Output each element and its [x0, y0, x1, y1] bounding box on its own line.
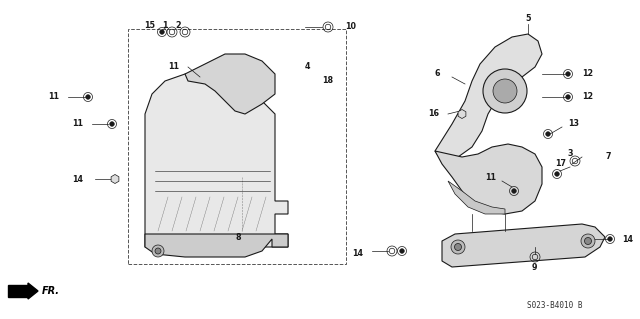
Circle shape: [512, 189, 516, 193]
Circle shape: [555, 172, 559, 176]
Text: 17: 17: [555, 160, 566, 168]
Polygon shape: [28, 283, 38, 299]
Text: 4: 4: [305, 63, 310, 71]
Text: 10: 10: [345, 23, 356, 32]
Text: S023-B4010 B: S023-B4010 B: [527, 300, 583, 309]
Text: 6: 6: [435, 70, 440, 78]
Text: 2: 2: [175, 21, 180, 31]
Polygon shape: [448, 181, 505, 214]
Polygon shape: [435, 34, 542, 161]
Circle shape: [483, 69, 527, 113]
Text: 11: 11: [485, 173, 496, 182]
Polygon shape: [8, 285, 28, 297]
Polygon shape: [111, 174, 119, 183]
Polygon shape: [442, 224, 605, 267]
Polygon shape: [145, 234, 288, 257]
Circle shape: [581, 234, 595, 248]
Text: 15: 15: [144, 21, 155, 31]
Circle shape: [566, 72, 570, 76]
Text: 3: 3: [568, 150, 573, 159]
Circle shape: [454, 243, 461, 250]
Circle shape: [152, 245, 164, 257]
Text: 11: 11: [72, 120, 83, 129]
Text: 9: 9: [532, 263, 538, 271]
Text: 5: 5: [525, 14, 531, 24]
Text: 7: 7: [605, 152, 611, 161]
Text: 14: 14: [352, 249, 363, 258]
Circle shape: [86, 95, 90, 99]
Text: FR.: FR.: [42, 286, 60, 296]
Circle shape: [400, 249, 404, 253]
Circle shape: [546, 132, 550, 136]
Polygon shape: [458, 109, 466, 118]
Text: 18: 18: [322, 77, 333, 85]
Text: 8: 8: [235, 233, 241, 241]
Circle shape: [109, 122, 115, 126]
Text: 14: 14: [622, 234, 633, 243]
Text: 14: 14: [72, 174, 83, 183]
Circle shape: [584, 238, 591, 244]
Text: 16: 16: [428, 109, 439, 118]
Circle shape: [493, 79, 517, 103]
Polygon shape: [435, 144, 542, 214]
Polygon shape: [145, 74, 288, 247]
Text: 12: 12: [582, 70, 593, 78]
Circle shape: [160, 30, 164, 34]
Circle shape: [566, 95, 570, 99]
Polygon shape: [185, 54, 275, 114]
Text: 11: 11: [48, 93, 59, 101]
Text: 11: 11: [168, 63, 179, 71]
Circle shape: [155, 248, 161, 254]
Text: 12: 12: [582, 93, 593, 101]
Circle shape: [451, 240, 465, 254]
Circle shape: [608, 237, 612, 241]
Text: 13: 13: [568, 120, 579, 129]
Text: 1: 1: [162, 21, 168, 31]
